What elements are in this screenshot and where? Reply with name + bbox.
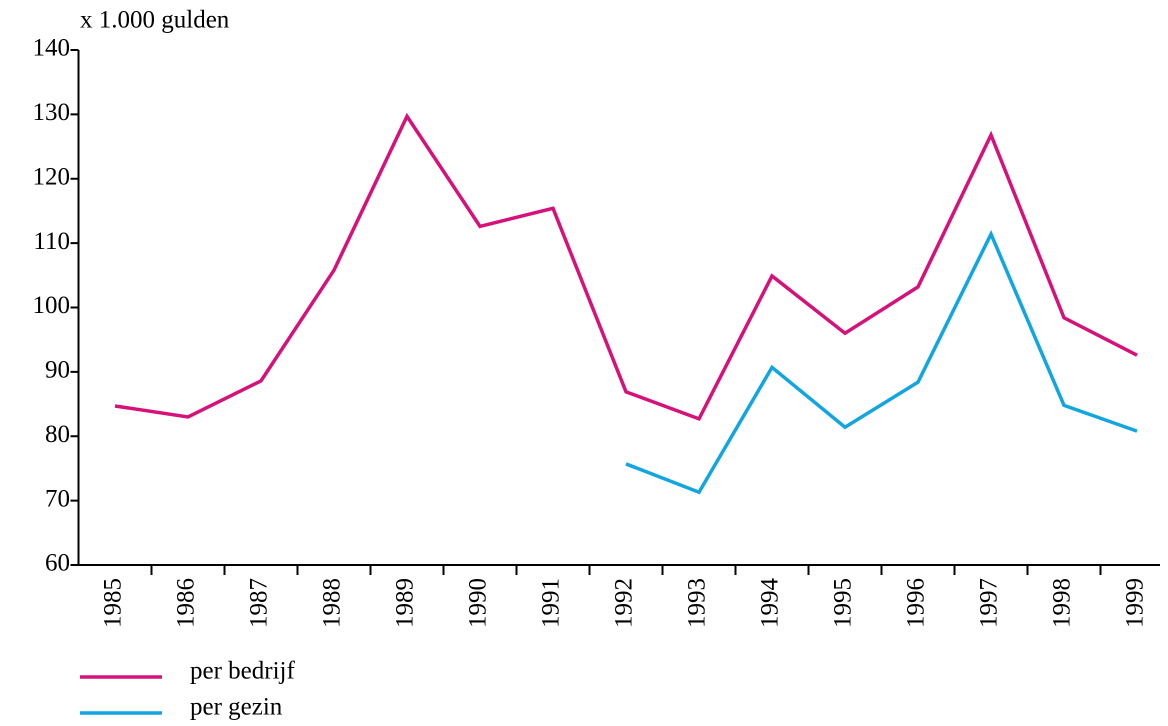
x-tick-label: 1990 [465, 578, 492, 628]
x-tick-label: 1997 [976, 578, 1003, 628]
y-tick-label: 80 [45, 421, 70, 448]
y-tick-label: 110 [33, 228, 70, 255]
x-tick-label: 1996 [903, 578, 930, 628]
legend-label: per gezin [190, 694, 283, 721]
y-tick-label: 70 [45, 485, 70, 512]
y-tick-label: 60 [45, 550, 70, 577]
x-tick-label: 1993 [684, 578, 711, 628]
x-tick-label: 1985 [100, 578, 127, 628]
series-line [625, 229, 1138, 495]
x-tick-label: 1992 [611, 578, 638, 628]
y-axis-unit: x 1.000 gulden [80, 7, 230, 34]
x-tick-label: 1986 [173, 578, 200, 628]
x-tick-label: 1991 [538, 578, 565, 628]
x-tick-label: 1998 [1049, 578, 1076, 628]
x-tick-label: 1994 [757, 578, 784, 629]
x-tick-label: 1999 [1122, 578, 1149, 628]
y-tick-label: 130 [33, 99, 71, 126]
y-tick-label: 120 [33, 163, 71, 190]
x-tick-label: 1995 [830, 578, 857, 628]
x-tick-label: 1987 [246, 578, 273, 628]
series-line [114, 112, 1138, 422]
y-tick-label: 100 [33, 292, 71, 319]
x-tick-label: 1989 [392, 578, 419, 628]
legend-label: per bedrijf [190, 658, 295, 685]
y-tick-label: 90 [45, 357, 70, 384]
y-tick-label: 140 [33, 35, 71, 62]
x-tick-label: 1988 [319, 578, 346, 628]
